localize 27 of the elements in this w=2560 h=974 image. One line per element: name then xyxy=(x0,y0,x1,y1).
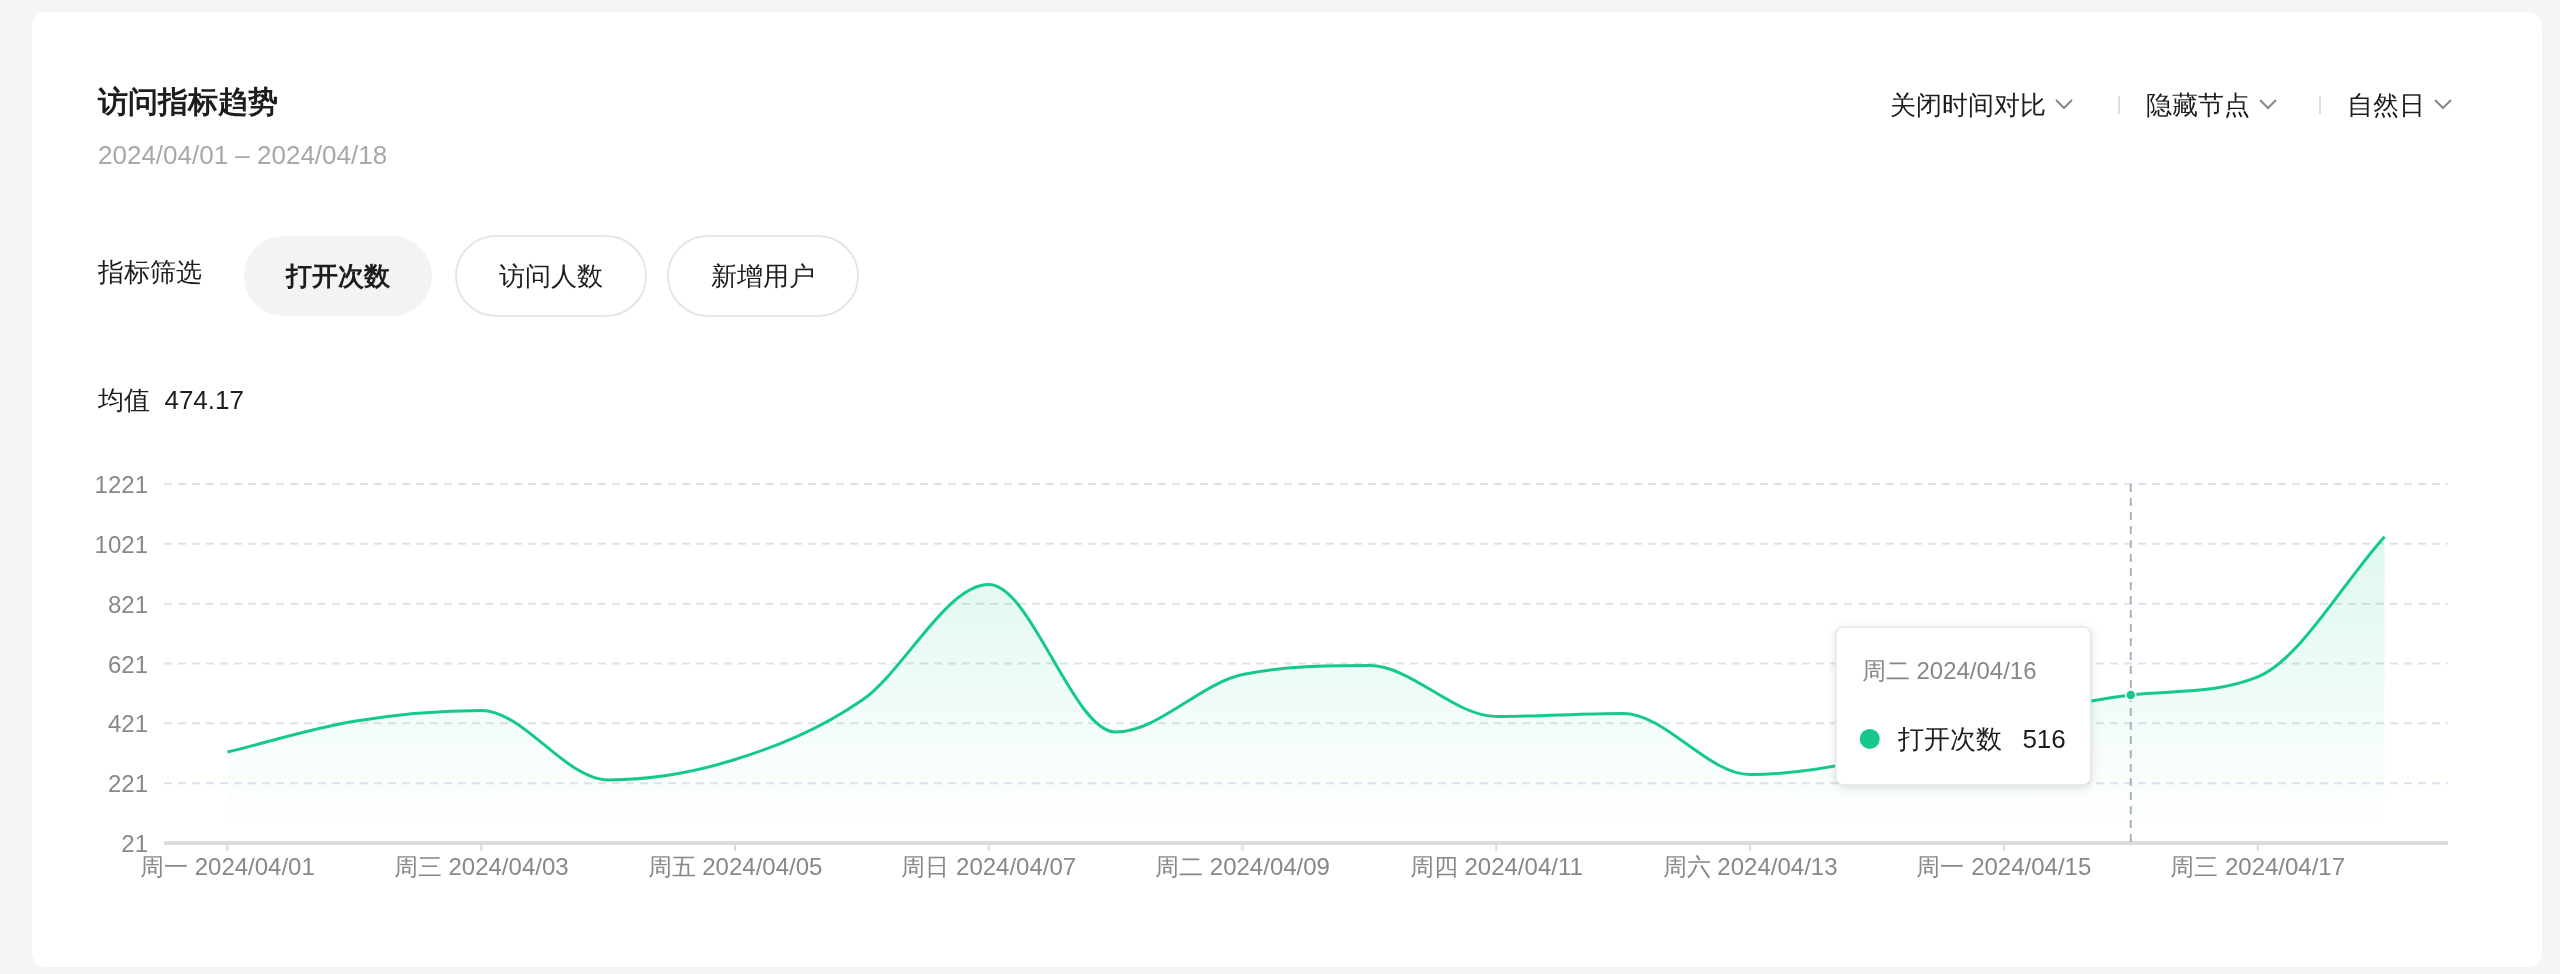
chart-title: 访问指标趋势 xyxy=(97,85,278,118)
x-tick-label: 周四 2024/04/11 xyxy=(1409,853,1583,880)
x-tick-label: 周日 2024/04/07 xyxy=(901,853,1077,880)
text: 516 xyxy=(2022,723,2066,754)
x-tick-label: 周六 2024/04/13 xyxy=(1662,853,1838,880)
text: 打开次数 xyxy=(285,261,391,291)
y-tick-label: 1021 xyxy=(94,530,148,558)
text: 均值 474.17 xyxy=(97,385,244,415)
text: 访问人数 xyxy=(499,261,603,291)
text: 自然日 xyxy=(2347,90,2425,120)
y-tick-label: 1221 xyxy=(94,471,148,498)
x-tick-label: 周二 2024/04/09 xyxy=(1155,853,1330,880)
chart-subtitle: 2024/04/01 – 2024/04/18 xyxy=(98,140,388,170)
text: 隐藏节点 xyxy=(2146,90,2250,120)
x-tick-label: 周三 2024/04/03 xyxy=(393,853,569,880)
y-tick-label: 421 xyxy=(107,710,148,738)
annotation: 周二 2024/04/16 xyxy=(1861,656,2037,684)
text: 关闭时间对比 xyxy=(1890,90,2046,120)
x-tick-label: 周三 2024/04/17 xyxy=(2170,853,2346,880)
y-tick-label: 621 xyxy=(107,650,148,678)
text: 指标筛选 xyxy=(97,257,202,287)
legend-label: 打开次数 xyxy=(1896,723,2002,754)
text: 新增用户 xyxy=(711,261,815,291)
y-tick-label: 221 xyxy=(107,770,148,798)
x-tick-label: 周一 2024/04/15 xyxy=(1916,853,2092,880)
x-tick-label: 周五 2024/04/05 xyxy=(647,853,823,880)
y-tick-label: 821 xyxy=(107,590,148,618)
